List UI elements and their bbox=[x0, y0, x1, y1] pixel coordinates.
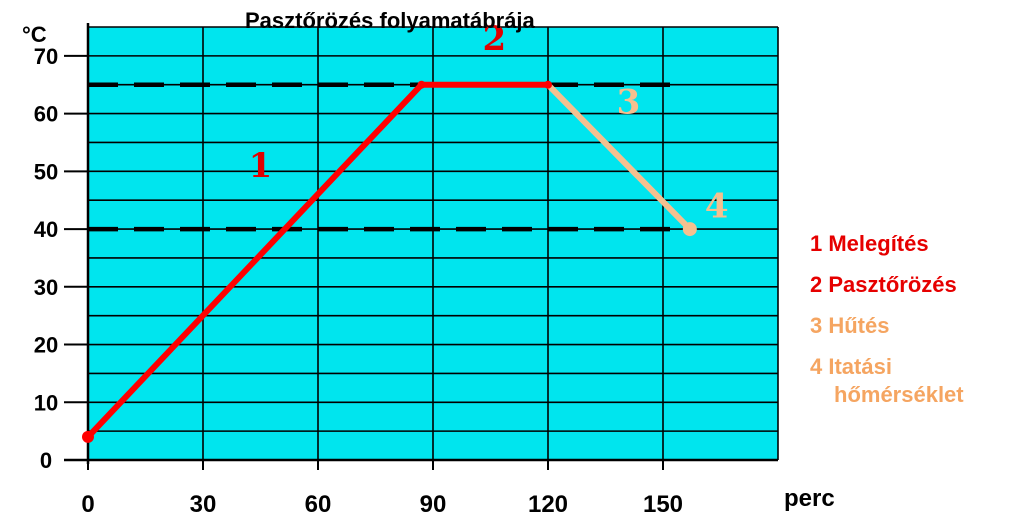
x-tick-label: 150 bbox=[643, 491, 683, 518]
y-tick-label: 50 bbox=[34, 159, 58, 184]
y-axis-unit: °C bbox=[22, 22, 47, 47]
y-tick-label: 10 bbox=[34, 390, 58, 415]
legend-item-drinking-temp-line2: hőmérséklet bbox=[834, 382, 964, 407]
y-tick-label: 60 bbox=[34, 102, 58, 127]
x-tick-label: 120 bbox=[528, 491, 568, 518]
y-tick-label: 70 bbox=[34, 44, 58, 69]
legend-item-cooling: 3 Hűtés bbox=[810, 313, 890, 338]
series-marker-end bbox=[682, 222, 697, 237]
y-tick-label: 40 bbox=[34, 217, 58, 242]
x-axis-unit: perc bbox=[784, 485, 835, 512]
series-marker-start bbox=[82, 430, 94, 443]
y-tick-label: 30 bbox=[34, 275, 58, 300]
x-tick-label: 90 bbox=[420, 491, 447, 518]
legend: 1 Melegítés 2 Pasztőrözés 3 Hűtés 4 Itat… bbox=[810, 230, 964, 422]
series-marker-joint bbox=[544, 80, 552, 89]
legend-item-drinking-temp-line1: 4 Itatási bbox=[810, 354, 892, 379]
series-marker-joint bbox=[417, 80, 426, 89]
phase-label-2: 2 bbox=[482, 19, 506, 59]
x-tick-label: 30 bbox=[190, 491, 217, 518]
chart-title: Pasztőrözés folyamatábrája bbox=[245, 8, 535, 33]
x-tick-label: 60 bbox=[305, 491, 332, 518]
x-tick-label: 0 bbox=[81, 491, 94, 518]
phase-label-3: 3 bbox=[617, 83, 641, 123]
y-tick-label: 0 bbox=[40, 448, 52, 473]
legend-item-drinking-temp: 4 Itatási hőmérséklet bbox=[810, 353, 964, 409]
phase-label-1: 1 bbox=[249, 146, 273, 186]
series-line-3 bbox=[545, 81, 693, 233]
phase-label-4: 4 bbox=[705, 187, 729, 227]
legend-item-pasteurizing: 2 Pasztőrözés bbox=[810, 272, 957, 297]
legend-item-heating: 1 Melegítés bbox=[810, 231, 929, 256]
series-line-1 bbox=[85, 81, 425, 440]
y-tick-label: 20 bbox=[34, 333, 58, 358]
